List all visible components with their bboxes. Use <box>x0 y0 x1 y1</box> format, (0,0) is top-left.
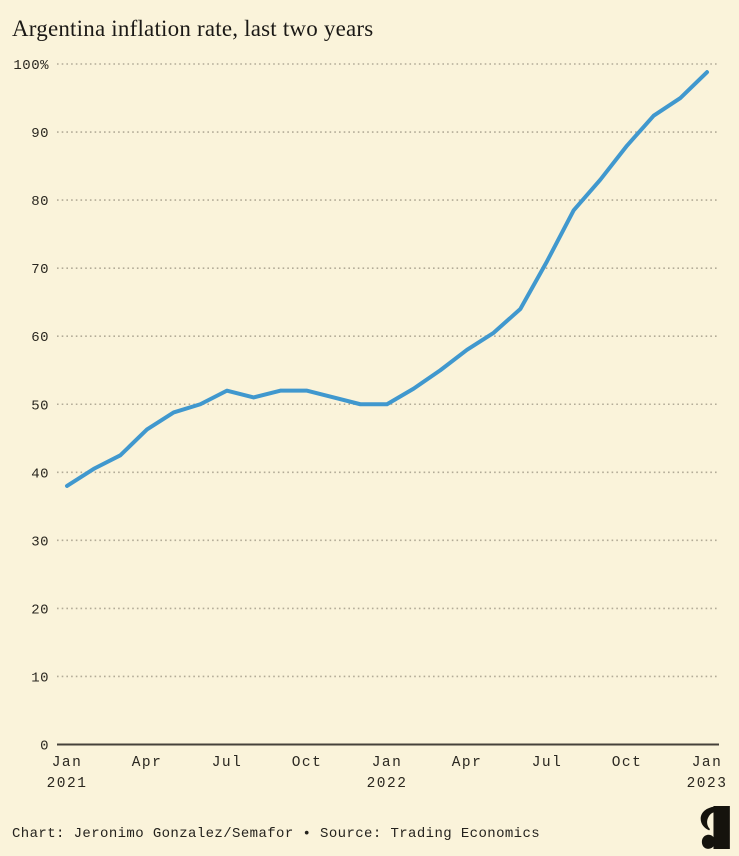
x-tick-label-oct: Oct <box>292 755 323 771</box>
x-tick-label-jan2022: Jan <box>372 755 403 771</box>
y-tick-label-40: 40 <box>31 466 49 482</box>
x-tick-year-2023: 2023 <box>687 776 728 792</box>
semafor-logo <box>700 806 730 849</box>
y-tick-label-90: 90 <box>31 126 49 142</box>
y-tick-label-50: 50 <box>31 398 49 414</box>
semafor-logo-glyph <box>700 806 730 849</box>
x-tick-label-jul: Jul <box>532 755 563 771</box>
y-tick-label-100: 100% <box>13 58 49 74</box>
y-tick-label-30: 30 <box>31 534 49 550</box>
y-tick-label-60: 60 <box>31 330 49 346</box>
x-tick-label-jan2023: Jan <box>692 755 723 771</box>
y-tick-label-80: 80 <box>31 194 49 210</box>
x-tick-label-apr: Apr <box>132 755 163 771</box>
y-tick-label-0: 0 <box>40 739 49 755</box>
inflation-line-series <box>65 70 709 488</box>
x-tick-label-oct: Oct <box>612 755 643 771</box>
chart-title: Argentina inflation rate, last two years <box>12 16 374 41</box>
y-tick-label-10: 10 <box>31 670 49 686</box>
y-tick-label-20: 20 <box>31 602 49 618</box>
x-tick-label-apr: Apr <box>452 755 483 771</box>
chart-credit: Chart: Jeronimo Gonzalez/Semafor • Sourc… <box>12 826 541 842</box>
x-tick-year-2022: 2022 <box>367 776 408 792</box>
x-tick-label-jan2021: Jan <box>52 755 83 771</box>
x-tick-year-2021: 2021 <box>47 776 88 792</box>
y-tick-label-70: 70 <box>31 262 49 278</box>
x-tick-label-jul: Jul <box>212 755 243 771</box>
